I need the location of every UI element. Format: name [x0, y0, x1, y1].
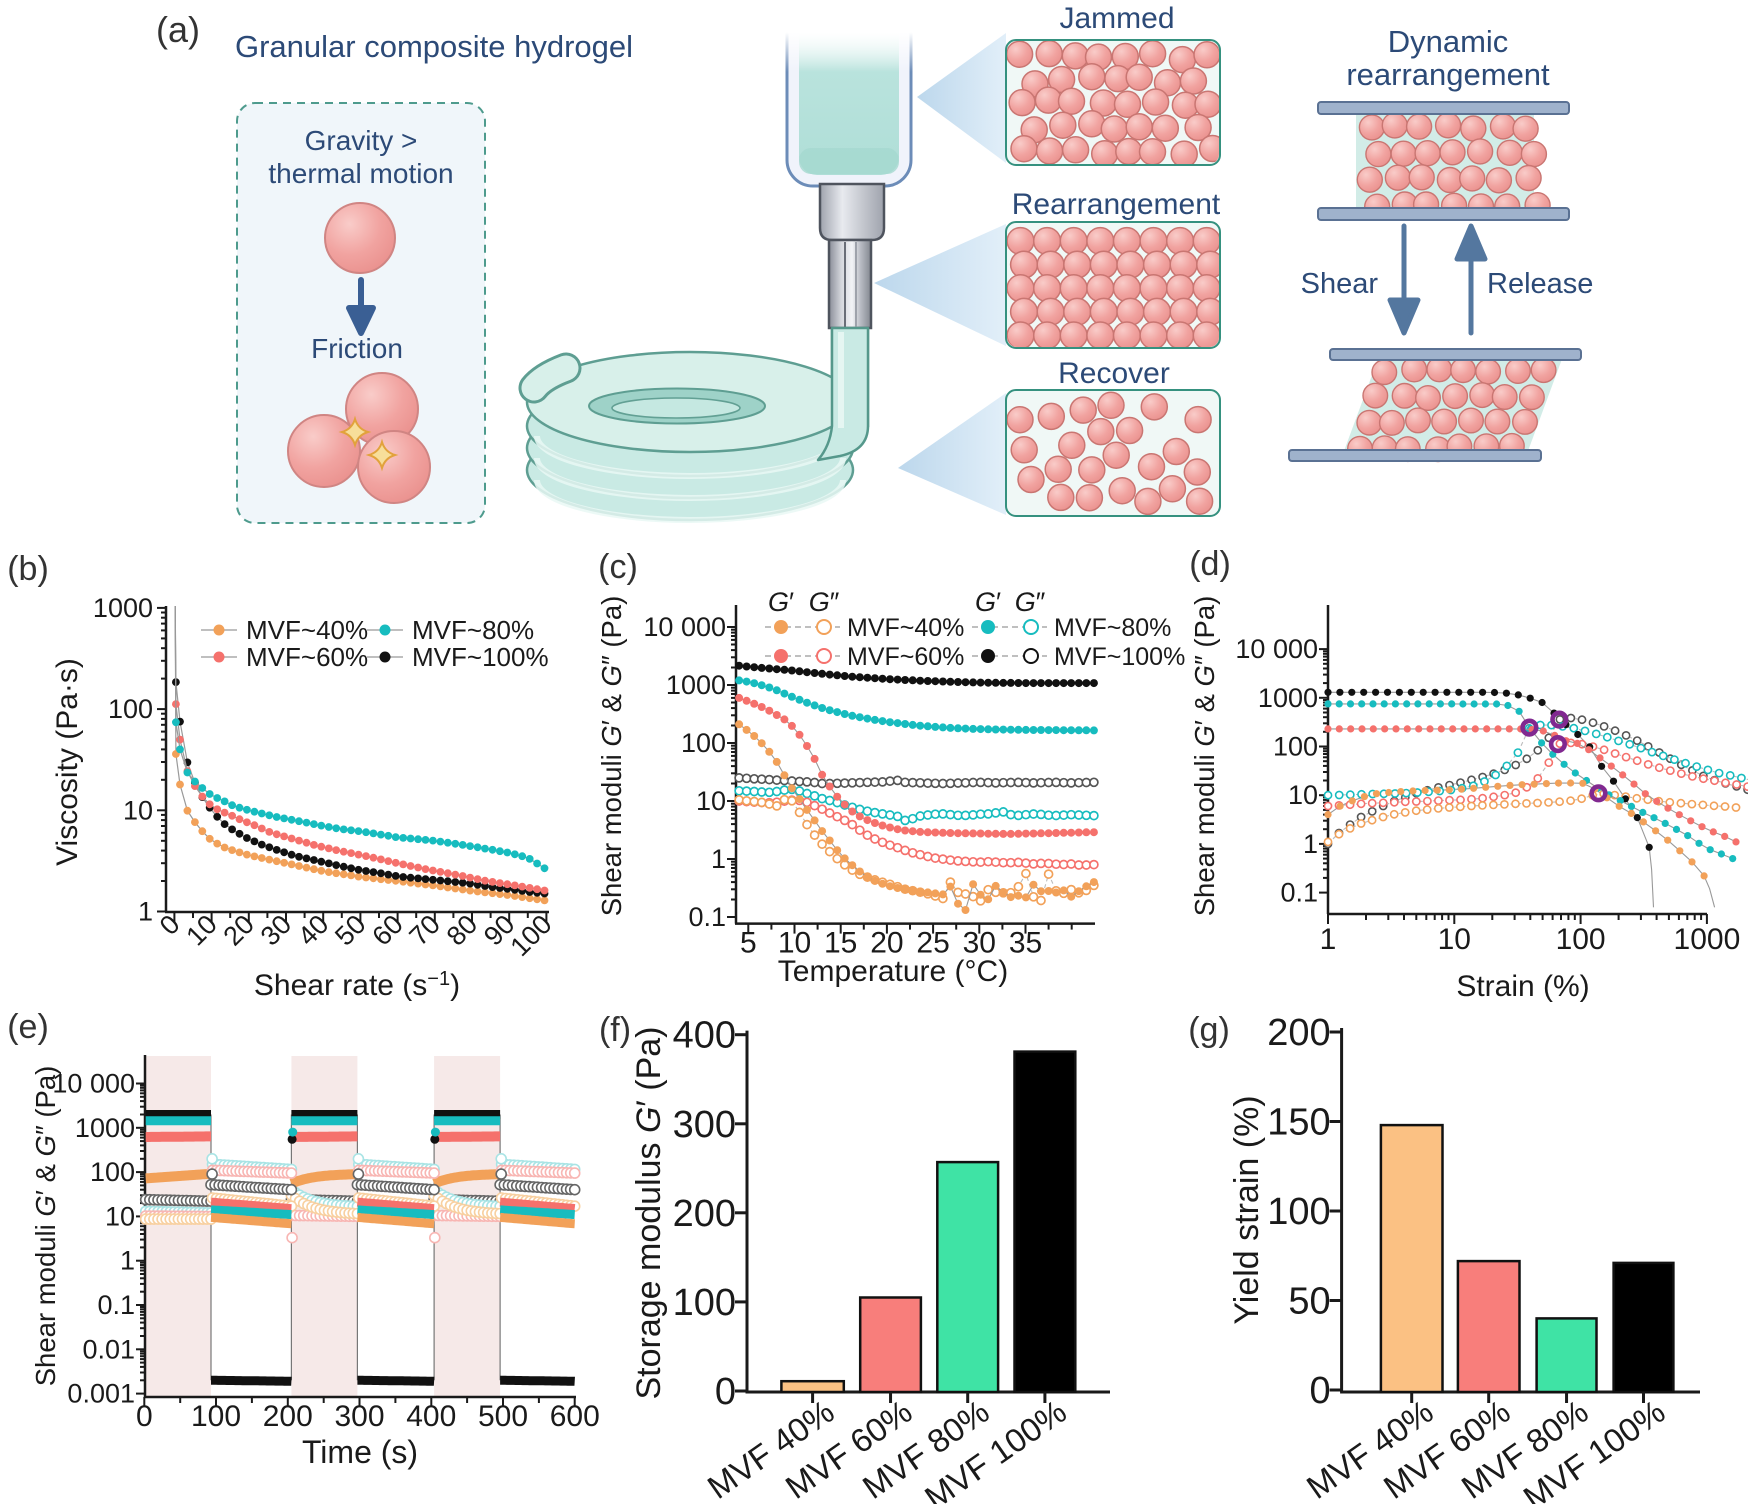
svg-text:5: 5	[740, 927, 757, 960]
svg-text:(a): (a)	[156, 9, 200, 50]
svg-text:G″: G″	[1015, 587, 1046, 617]
svg-text:MVF~40%: MVF~40%	[847, 614, 964, 642]
svg-text:(e): (e)	[7, 1008, 49, 1046]
svg-text:Yield strain (%): Yield strain (%)	[1228, 1095, 1266, 1324]
svg-text:1: 1	[138, 897, 153, 927]
svg-text:1000: 1000	[1674, 923, 1741, 956]
svg-text:1: 1	[1303, 829, 1318, 859]
svg-text:1000: 1000	[93, 593, 153, 623]
svg-text:(d): (d)	[1189, 545, 1231, 583]
svg-text:MVF~60%: MVF~60%	[847, 643, 964, 671]
svg-text:0.1: 0.1	[1280, 878, 1318, 908]
svg-text:Gravity >: Gravity >	[305, 125, 418, 156]
svg-text:100: 100	[1267, 1191, 1330, 1233]
svg-text:Shear moduli G′ & G″ (Pa): Shear moduli G′ & G″ (Pa)	[596, 596, 627, 917]
svg-text:(b): (b)	[7, 550, 49, 588]
svg-text:MVF~80%: MVF~80%	[412, 615, 534, 645]
svg-text:0: 0	[1309, 1370, 1330, 1412]
svg-text:G′: G′	[975, 587, 1001, 617]
svg-text:600: 600	[550, 1400, 600, 1433]
svg-text:1: 1	[711, 844, 726, 874]
svg-text:Dynamic: Dynamic	[1388, 24, 1509, 59]
svg-text:10: 10	[696, 786, 726, 816]
svg-text:0.01: 0.01	[82, 1334, 135, 1364]
svg-text:(c): (c)	[598, 548, 638, 586]
svg-text:G′: G′	[768, 587, 794, 617]
svg-text:Temperature (°C): Temperature (°C)	[778, 955, 1008, 988]
svg-text:300: 300	[673, 1104, 736, 1146]
svg-text:Recover: Recover	[1058, 357, 1170, 390]
svg-text:Strain (%): Strain (%)	[1456, 970, 1589, 1003]
svg-text:30: 30	[963, 927, 996, 960]
svg-text:20: 20	[870, 927, 903, 960]
svg-text:1: 1	[1320, 923, 1337, 956]
svg-text:35: 35	[1009, 927, 1042, 960]
svg-text:25: 25	[916, 927, 949, 960]
svg-text:MVF~40%: MVF~40%	[246, 615, 368, 645]
svg-text:200: 200	[1267, 1012, 1330, 1054]
svg-text:10: 10	[778, 927, 811, 960]
svg-text:100: 100	[191, 1400, 241, 1433]
svg-text:100: 100	[1556, 923, 1606, 956]
svg-text:rearrangement: rearrangement	[1346, 57, 1550, 92]
svg-text:Storage modulus G′ (Pa): Storage modulus G′ (Pa)	[630, 1026, 668, 1399]
svg-text:10: 10	[105, 1201, 135, 1231]
svg-text:1: 1	[120, 1246, 135, 1276]
svg-text:10 000: 10 000	[52, 1069, 135, 1099]
svg-text:Rearrangement: Rearrangement	[1012, 188, 1221, 221]
svg-text:200: 200	[263, 1400, 313, 1433]
svg-text:MVF~60%: MVF~60%	[246, 642, 368, 672]
svg-text:Viscosity (Pa·s): Viscosity (Pa·s)	[51, 658, 84, 866]
svg-text:0.1: 0.1	[97, 1290, 135, 1320]
svg-text:400: 400	[673, 1015, 736, 1057]
svg-text:Shear moduli G′ & G″ (Pa): Shear moduli G′ & G″ (Pa)	[1189, 596, 1220, 917]
svg-text:Shear rate (s−1): Shear rate (s−1)	[254, 968, 460, 1002]
svg-text:100: 100	[108, 694, 153, 724]
svg-text:400: 400	[406, 1400, 456, 1433]
svg-text:10: 10	[123, 795, 153, 825]
svg-text:10 000: 10 000	[643, 612, 726, 642]
svg-text:100: 100	[1273, 732, 1318, 762]
svg-text:50: 50	[1288, 1281, 1330, 1323]
svg-text:0: 0	[136, 1400, 153, 1433]
svg-text:Release: Release	[1487, 268, 1593, 300]
svg-text:Jammed: Jammed	[1059, 2, 1174, 35]
svg-text:1000: 1000	[75, 1113, 135, 1143]
svg-text:Friction: Friction	[311, 333, 403, 364]
svg-text:G″: G″	[809, 587, 840, 617]
svg-text:MVF~100%: MVF~100%	[1054, 643, 1185, 671]
svg-text:10: 10	[1288, 780, 1318, 810]
svg-text:500: 500	[478, 1400, 528, 1433]
svg-text:0: 0	[715, 1371, 736, 1413]
svg-text:300: 300	[334, 1400, 384, 1433]
svg-text:Shear: Shear	[1301, 268, 1379, 300]
svg-text:0.1: 0.1	[688, 902, 726, 932]
svg-text:MVF~100%: MVF~100%	[412, 642, 549, 672]
svg-text:thermal motion: thermal motion	[268, 158, 453, 189]
svg-text:10: 10	[1438, 923, 1471, 956]
svg-text:1000: 1000	[1258, 683, 1318, 713]
svg-text:100: 100	[90, 1157, 135, 1187]
svg-text:200: 200	[673, 1193, 736, 1235]
svg-text:15: 15	[824, 927, 857, 960]
svg-text:1000: 1000	[666, 670, 726, 700]
svg-text:Granular composite hydrogel: Granular composite hydrogel	[235, 29, 633, 64]
svg-text:Shear moduli G′ & G″ (Pa): Shear moduli G′ & G″ (Pa)	[30, 1066, 61, 1387]
svg-text:Time (s): Time (s)	[302, 1434, 418, 1470]
svg-text:(g): (g)	[1188, 1011, 1230, 1049]
svg-text:0.001: 0.001	[67, 1379, 135, 1409]
svg-text:150: 150	[1267, 1102, 1330, 1144]
svg-text:MVF~80%: MVF~80%	[1054, 614, 1171, 642]
svg-text:(f): (f)	[599, 1011, 631, 1049]
svg-text:100: 100	[673, 1282, 736, 1324]
svg-text:100: 100	[681, 728, 726, 758]
svg-text:10 000: 10 000	[1235, 634, 1318, 664]
